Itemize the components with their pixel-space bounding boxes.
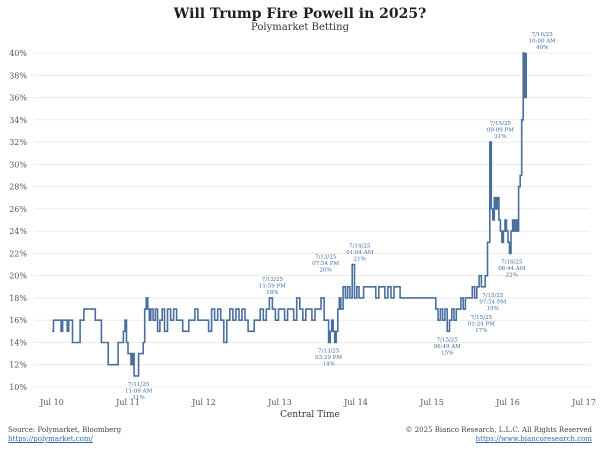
x-tick-label: Jul 11 xyxy=(115,398,140,407)
annotation-text: 40% xyxy=(536,45,548,51)
x-tick-label: Jul 13 xyxy=(267,398,292,407)
annotation-text: 15% xyxy=(441,350,453,356)
copyright-text: © 2025 Bianco Research, L.L.C. All Right… xyxy=(405,426,593,434)
annotation-text: 09:09 PM xyxy=(487,128,514,134)
y-tick-label: 34% xyxy=(9,116,27,125)
annotation-text: 20% xyxy=(319,268,331,274)
y-tick-label: 10% xyxy=(9,383,27,392)
y-tick-label: 18% xyxy=(9,294,27,303)
annotation-text: 7/14/25 xyxy=(349,244,371,250)
x-tick-label: Jul 17 xyxy=(571,398,596,407)
annotation-text: 7/12/25 xyxy=(262,277,284,283)
annotation-text: 7/15/25 xyxy=(437,337,459,343)
annotation-text: 7/15/25 xyxy=(490,121,512,127)
annotation-text: 01:24 PM xyxy=(468,322,495,328)
x-tick-label: Jul 12 xyxy=(191,398,216,407)
y-tick-label: 22% xyxy=(9,249,27,258)
annotation-text: 7/16/25 xyxy=(532,32,554,38)
annotation-text: 11:59 PM xyxy=(259,283,286,289)
annotation-text: 7/15/25 xyxy=(471,315,493,321)
x-axis-label: Central Time xyxy=(280,410,340,420)
y-tick-label: 24% xyxy=(9,227,27,236)
annotation-text: 7/13/25 xyxy=(318,348,340,354)
annotation-text: 14% xyxy=(323,361,335,367)
annotation-text: 18% xyxy=(266,290,278,296)
annotation-text: 17% xyxy=(475,328,487,334)
annotation-text: 31% xyxy=(494,134,506,140)
annotation-text: 19% xyxy=(487,306,499,312)
chart-title: Will Trump Fire Powell in 2025? xyxy=(173,6,427,22)
y-tick-label: 38% xyxy=(9,71,27,80)
y-tick-label: 14% xyxy=(9,338,27,347)
annotation-text: 7/15/25 xyxy=(482,293,504,299)
y-tick-label: 26% xyxy=(9,205,27,214)
annotation-text: 7/11/25 xyxy=(128,382,150,388)
x-tick-label: Jul 16 xyxy=(495,398,520,407)
source-footer: Source: Polymarket, Bloomberg https://po… xyxy=(8,426,121,444)
x-tick-label: Jul 10 xyxy=(39,398,64,407)
annotation-text: 22% xyxy=(506,272,518,278)
x-tick-label: Jul 15 xyxy=(419,398,444,407)
annotation-text: 07:54 PM xyxy=(312,261,339,267)
y-tick-label: 20% xyxy=(9,272,27,281)
annotation-text: 7/16/25 xyxy=(501,259,523,265)
annotation-text: 10:00 AM xyxy=(529,39,557,45)
chart-subtitle: Polymarket Betting xyxy=(251,22,349,33)
y-tick-label: 36% xyxy=(9,94,27,103)
annotation-text: 03:29 PM xyxy=(315,355,342,361)
annotation-text: 01:04 AM xyxy=(346,250,374,256)
annotation-text: 11:09 AM xyxy=(125,388,153,394)
copyright-footer: © 2025 Bianco Research, L.L.C. All Right… xyxy=(406,426,593,444)
y-tick-label: 28% xyxy=(9,183,27,192)
x-tick-label: Jul 14 xyxy=(343,398,368,407)
y-tick-label: 16% xyxy=(9,316,27,325)
copyright-link[interactable]: https://www.biancoresearch.com xyxy=(475,435,592,443)
source-text: Source: Polymarket, Bloomberg xyxy=(8,426,122,434)
y-tick-label: 32% xyxy=(9,138,27,147)
source-link[interactable]: https://polymarket.com/ xyxy=(8,435,93,443)
annotation-text: 07:54 PM xyxy=(479,299,506,305)
annotation-text: 06:44 AM xyxy=(498,266,526,272)
annotation-text: 06:49 AM xyxy=(434,344,462,350)
annotation-text: 7/13/25 xyxy=(315,255,337,261)
y-tick-label: 30% xyxy=(9,160,27,169)
annotation-text: 21% xyxy=(354,257,366,263)
annotation-text: 11% xyxy=(133,395,145,401)
y-tick-label: 12% xyxy=(9,361,27,370)
series-line xyxy=(52,52,527,377)
y-tick-label: 40% xyxy=(9,49,27,58)
